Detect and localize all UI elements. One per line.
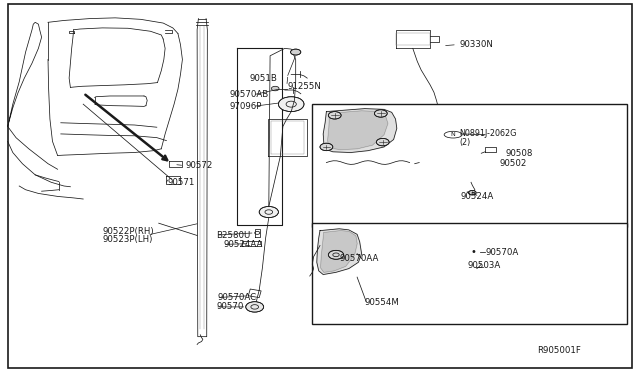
Text: •: • (470, 247, 477, 257)
Text: 90570A: 90570A (485, 248, 518, 257)
Circle shape (259, 206, 278, 218)
Text: 90503A: 90503A (467, 262, 500, 270)
Circle shape (468, 190, 476, 195)
Text: 97096P: 97096P (229, 102, 262, 111)
Text: 90330N: 90330N (460, 40, 493, 49)
Text: N0891J-2062G: N0891J-2062G (460, 129, 517, 138)
Text: 90554M: 90554M (365, 298, 399, 307)
Text: 90523P(LH): 90523P(LH) (102, 235, 153, 244)
Text: 9051B: 9051B (250, 74, 278, 83)
Ellipse shape (444, 131, 462, 138)
Bar (312, 104, 627, 227)
Circle shape (374, 110, 387, 117)
Circle shape (328, 112, 341, 119)
Text: 91255N: 91255N (288, 82, 322, 91)
Polygon shape (321, 231, 357, 272)
Circle shape (291, 49, 301, 55)
Polygon shape (323, 109, 397, 153)
Circle shape (271, 86, 279, 91)
Text: 90524A: 90524A (461, 192, 494, 201)
Circle shape (376, 138, 389, 146)
Polygon shape (328, 111, 388, 150)
Text: 90522P(RH): 90522P(RH) (102, 227, 154, 236)
Text: 90570: 90570 (216, 302, 244, 311)
Text: 90508: 90508 (506, 149, 533, 158)
Text: 90570AC: 90570AC (218, 293, 257, 302)
Circle shape (328, 250, 344, 259)
Text: R905001F: R905001F (538, 346, 582, 355)
Text: 90502: 90502 (499, 159, 527, 168)
Polygon shape (317, 229, 362, 275)
Text: 90570AB: 90570AB (229, 90, 268, 99)
Text: B2580U: B2580U (216, 231, 251, 240)
Circle shape (246, 302, 264, 312)
Circle shape (278, 97, 304, 112)
Text: 90572: 90572 (186, 161, 213, 170)
Circle shape (320, 143, 333, 151)
Text: 90524AA: 90524AA (224, 240, 264, 249)
Text: (2): (2) (460, 138, 471, 147)
Text: 90570AA: 90570AA (339, 254, 379, 263)
Text: 90571: 90571 (168, 178, 195, 187)
Bar (312, 223, 627, 324)
Text: N: N (451, 132, 456, 137)
